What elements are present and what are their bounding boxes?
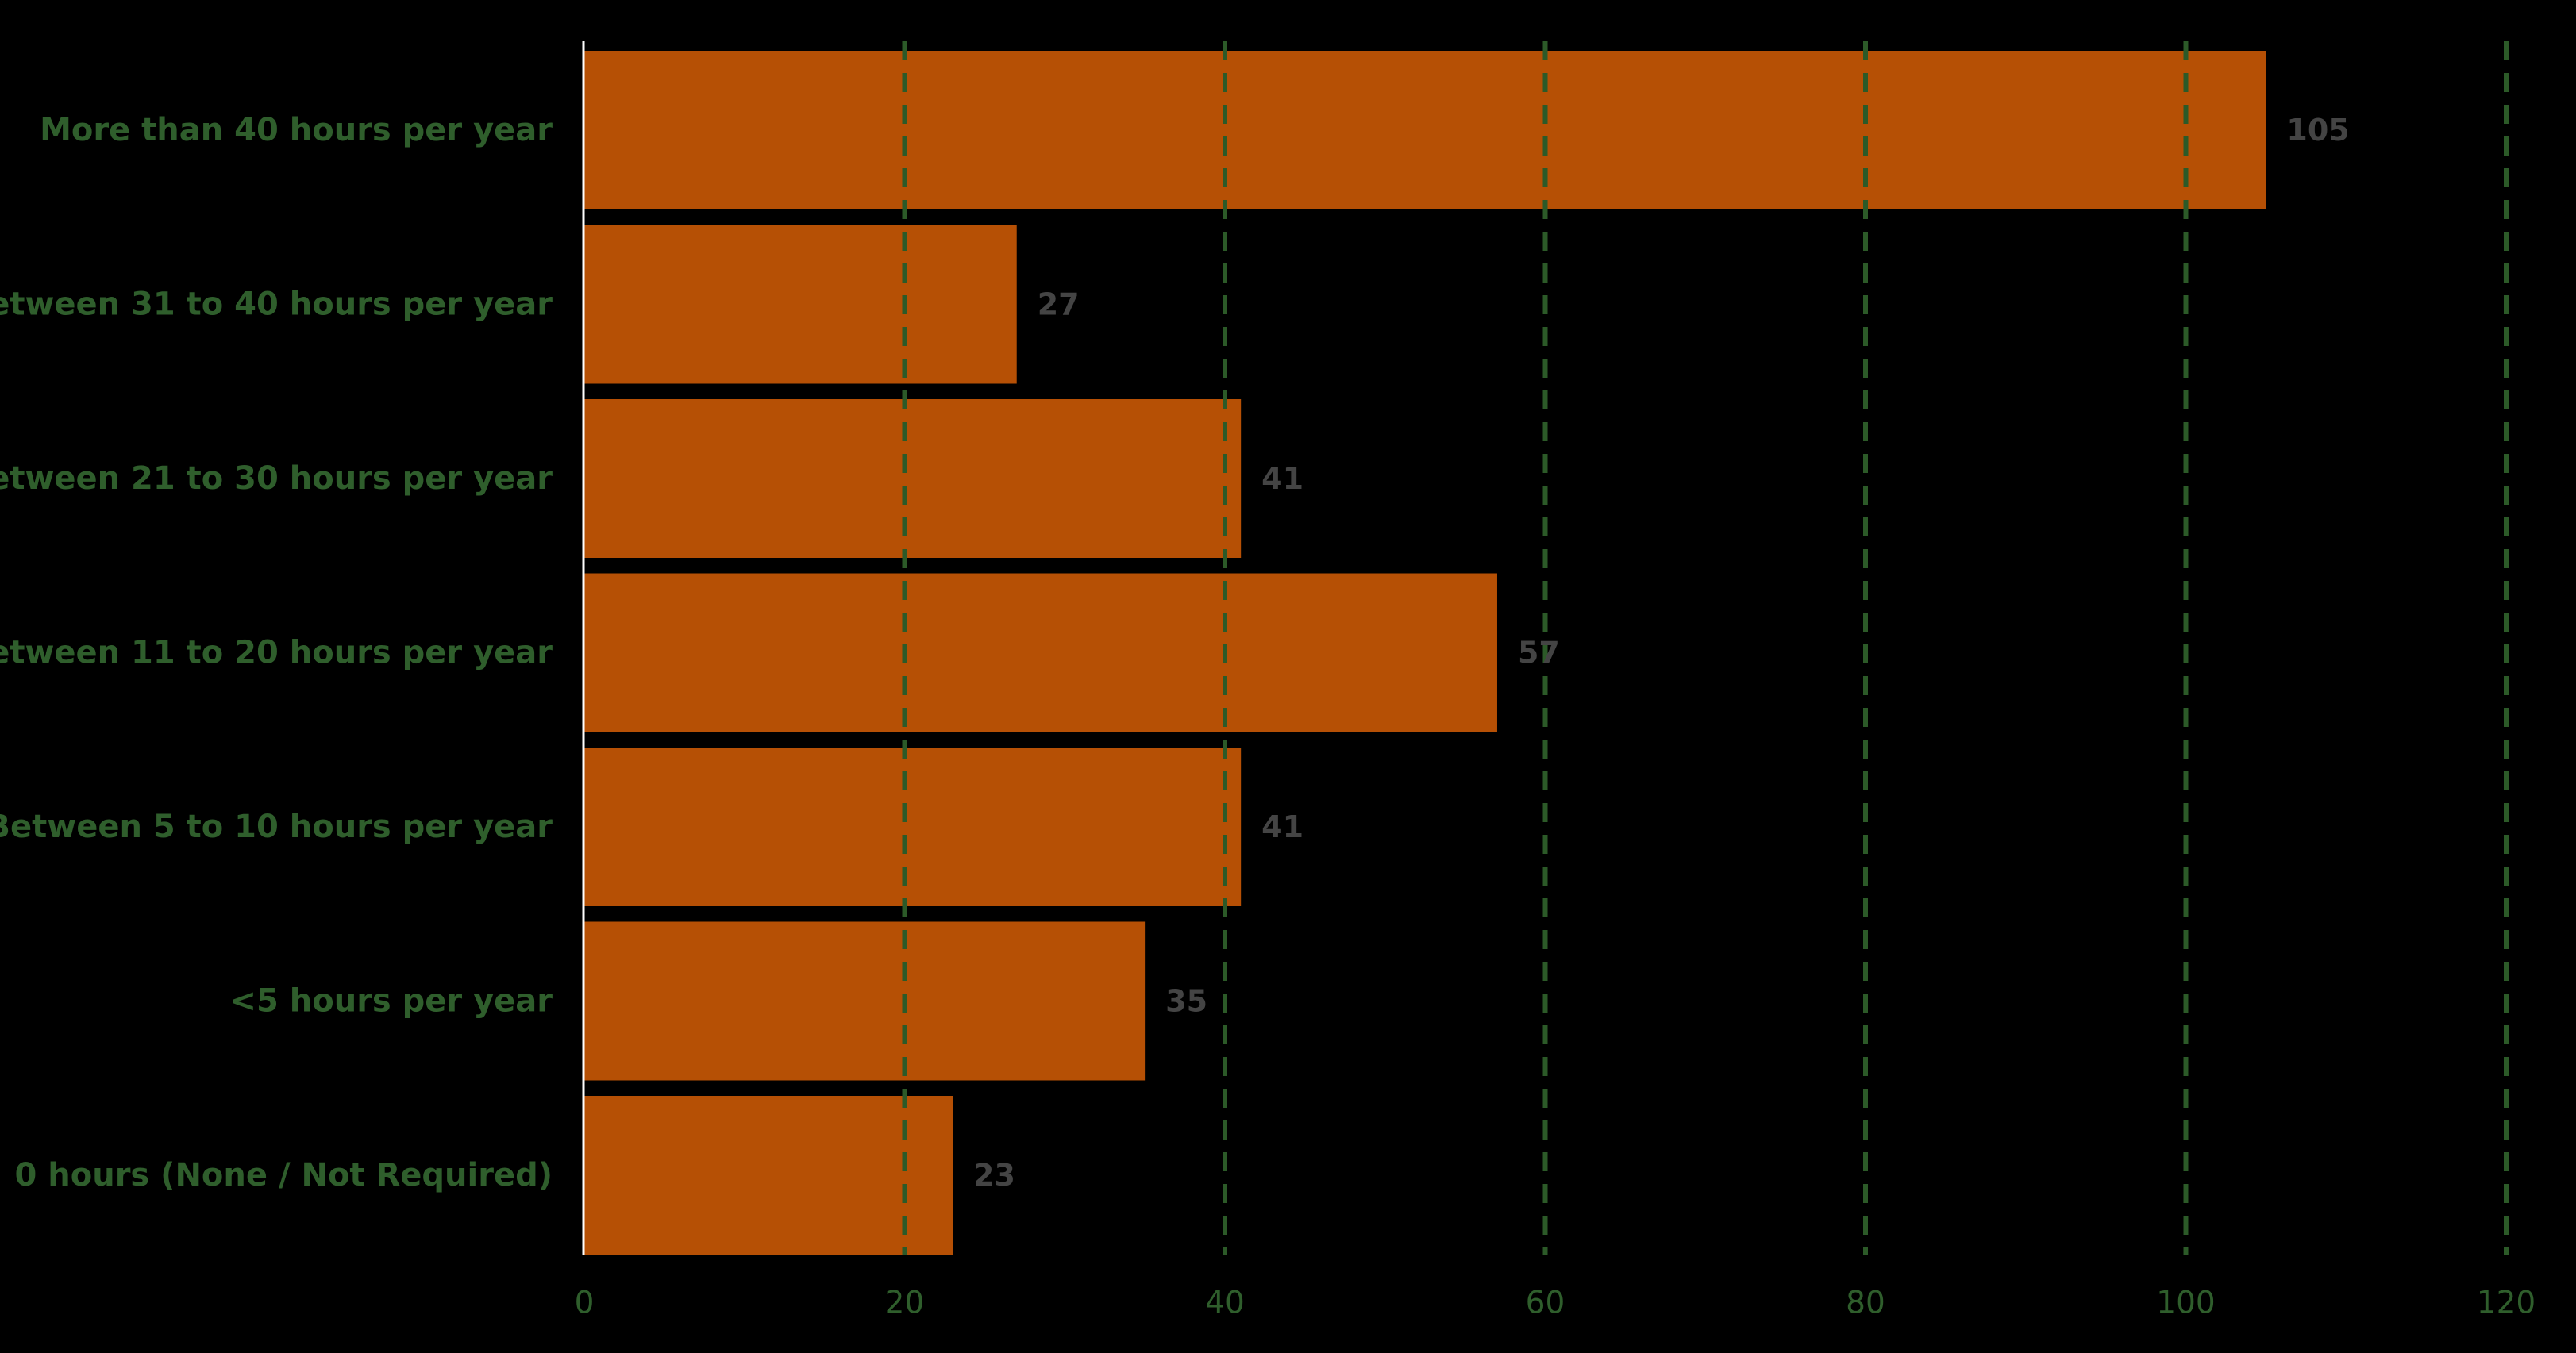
x-tick-label: 40: [1205, 1286, 1245, 1321]
labels: More than 40 hours per year Between 31 to…: [0, 112, 2536, 1321]
bar: [584, 225, 1017, 384]
bars: [584, 41, 2509, 1255]
x-tick-label: 0: [575, 1286, 595, 1321]
data-label: 27: [1038, 287, 1080, 322]
data-label: 57: [1518, 636, 1560, 671]
category-label: Between 21 to 30 hours per year: [0, 460, 553, 497]
data-label: 105: [2286, 113, 2349, 148]
x-tick-label: 120: [2477, 1286, 2536, 1321]
data-label: 23: [973, 1158, 1015, 1193]
category-label: More than 40 hours per year: [40, 112, 553, 148]
x-tick-label: 20: [885, 1286, 925, 1321]
x-tick-label: 80: [1846, 1286, 1885, 1321]
category-label: Between 11 to 20 hours per year: [0, 635, 553, 671]
bar: [584, 399, 1242, 558]
data-label: 41: [1261, 461, 1303, 496]
data-label: 41: [1261, 809, 1303, 844]
x-tick-label: 100: [2156, 1286, 2215, 1321]
category-label: <5 hours per year: [229, 983, 553, 1020]
x-tick-label: 60: [1526, 1286, 1565, 1321]
bar: [584, 573, 1497, 732]
category-label: Between 5 to 10 hours per year: [0, 809, 553, 845]
bar: [584, 748, 1242, 906]
bar: [584, 1096, 953, 1255]
bar: [584, 921, 1146, 1081]
bar: [584, 51, 2266, 209]
category-label: 0 hours (None / Not Required): [15, 1157, 553, 1193]
category-label: Between 31 to 40 hours per year: [0, 286, 553, 323]
data-label: 35: [1165, 984, 1207, 1019]
